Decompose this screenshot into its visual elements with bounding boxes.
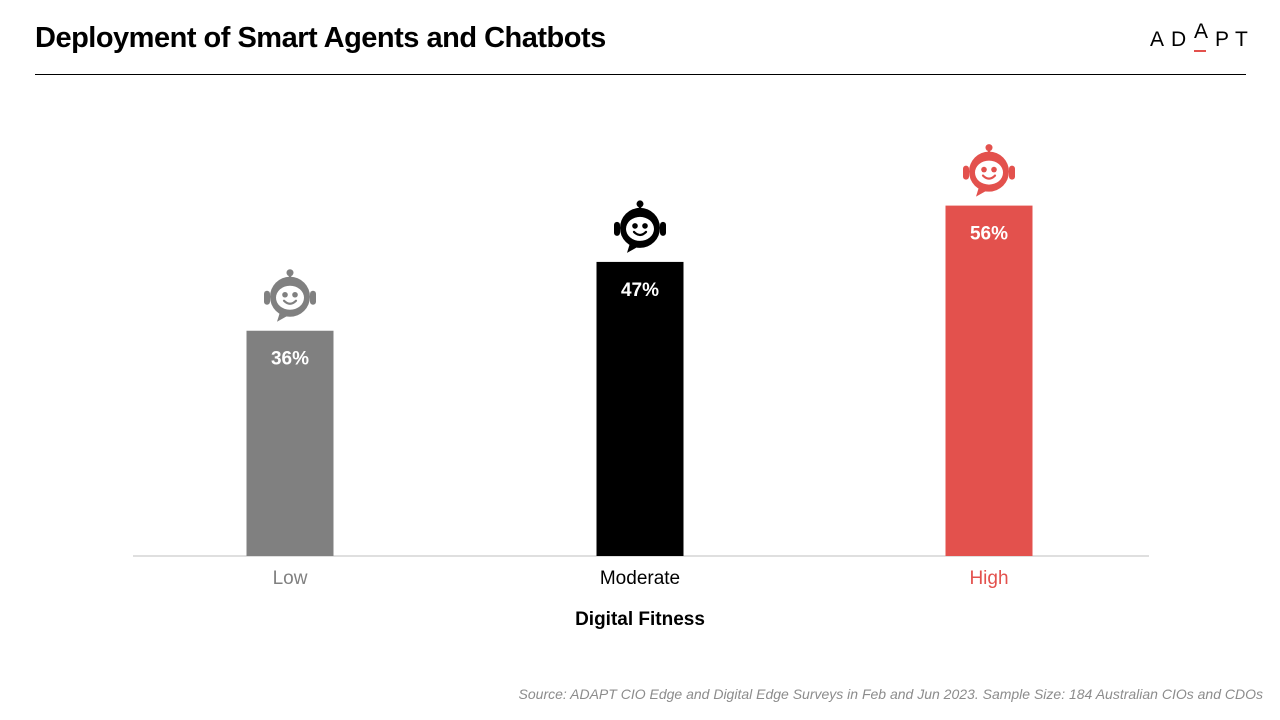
chatbot-icon <box>264 269 316 322</box>
robot-eye <box>642 223 648 229</box>
logo-letter: T <box>1235 28 1248 51</box>
robot-antenna-tip <box>985 144 993 152</box>
page-title: Deployment of Smart Agents and Chatbots <box>35 22 606 54</box>
bar <box>246 330 334 556</box>
robot-ear-right <box>660 221 666 236</box>
logo-letter: P <box>1215 28 1230 51</box>
robot-smile <box>282 299 298 305</box>
robot-face <box>276 285 304 310</box>
robot-ear-left <box>264 290 270 305</box>
data-label: 36% <box>271 349 309 370</box>
chatbot-icon <box>614 200 666 253</box>
x-tick-label: Low <box>273 568 308 589</box>
robot-ear-right <box>1009 165 1015 180</box>
logo-letter: D <box>1171 28 1187 51</box>
robot-eye <box>282 291 288 298</box>
chatbot-icon <box>963 144 1015 197</box>
robot-antenna-tip <box>286 269 294 277</box>
robot-eye <box>991 166 997 173</box>
robot-face <box>975 160 1003 185</box>
robot-smile <box>632 230 648 237</box>
header-divider <box>35 74 1246 75</box>
data-label: 47% <box>621 280 659 301</box>
x-tick-label: Moderate <box>600 568 680 589</box>
robot-eye <box>981 166 987 173</box>
x-tick-label: High <box>969 568 1008 589</box>
logo-letter: A <box>1150 28 1165 51</box>
robot-eye <box>292 291 298 298</box>
robot-ear-left <box>963 165 969 180</box>
logo-letter: A <box>1194 20 1209 43</box>
robot-face <box>626 216 654 241</box>
x-axis-title: Digital Fitness <box>575 609 705 630</box>
bar <box>945 205 1033 556</box>
robot-ear-left <box>614 221 620 236</box>
bar <box>596 261 684 556</box>
logo-accent-bar <box>1194 50 1206 52</box>
robot-ear-right <box>310 290 316 305</box>
data-label: 56% <box>970 224 1008 245</box>
robot-smile <box>981 174 997 180</box>
adapt-logo: A D A P T <box>1150 20 1250 56</box>
robot-antenna-tip <box>636 200 644 208</box>
source-note: Source: ADAPT CIO Edge and Digital Edge … <box>518 686 1263 702</box>
robot-eye <box>632 223 638 229</box>
